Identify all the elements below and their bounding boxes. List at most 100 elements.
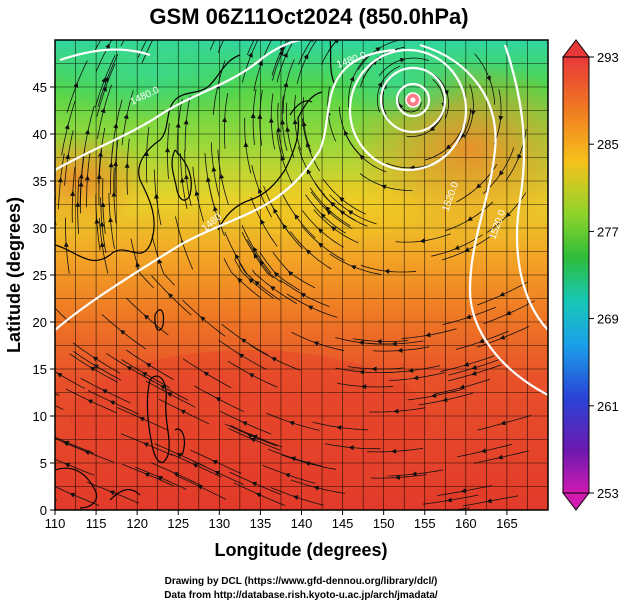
streamline-arrowhead [123, 113, 129, 120]
streamline-arrowhead [135, 261, 141, 268]
x-tick-label: 165 [496, 516, 518, 531]
streamline-arrowhead [101, 389, 108, 394]
streamline-arrowhead [183, 119, 189, 125]
streamline-arrowhead [293, 495, 299, 500]
streamline-arrowhead [253, 246, 258, 253]
streamline [209, 40, 216, 51]
streamline-arrowhead [105, 43, 110, 49]
streamline-arrowhead [497, 454, 503, 460]
streamline-arrowhead [465, 314, 472, 320]
streamline-arrowhead [358, 340, 365, 346]
streamline-arrowhead [250, 113, 256, 119]
streamline [120, 40, 125, 47]
streamline-arrowhead [276, 126, 282, 132]
streamline-arrowhead [486, 75, 491, 82]
credit-drawing: Drawing by DCL (https://www.gfd-dennou.o… [165, 576, 438, 587]
streamline-arrowhead [442, 397, 448, 403]
streamline-arrowhead [349, 76, 355, 82]
streamline-arrowhead [173, 472, 179, 477]
colorbar-bottom-arrow [561, 492, 591, 511]
streamline-arrowhead [92, 356, 99, 362]
colorbar-tick-label: 277 [597, 224, 619, 239]
streamline-arrowhead [384, 269, 390, 274]
streamline-arrowhead [270, 285, 276, 291]
streamline-arrowhead [476, 183, 482, 189]
streamline-arrowhead [176, 453, 183, 458]
x-tick-label: 135 [250, 516, 272, 531]
streamline-arrowhead [94, 218, 100, 224]
y-axis-label: Latitude (degrees) [4, 197, 24, 353]
streamline-arrowhead [336, 425, 342, 431]
streamline-arrowhead [446, 497, 452, 503]
streamline-arrowhead [200, 316, 206, 322]
streamline-arrowhead [393, 408, 399, 414]
streamline-arrowhead [65, 153, 71, 160]
streamline-arrowhead [96, 173, 102, 179]
colorbar-ticks: 293 285 277 269 261 253 [589, 50, 619, 501]
streamline-arrowhead [285, 126, 291, 132]
streamline-arrowhead [339, 196, 345, 202]
streamline-arrowhead [184, 174, 189, 180]
streamline [141, 40, 154, 64]
y-tick-label: 25 [33, 268, 47, 283]
streamline-arrowhead [97, 151, 103, 157]
streamline-arrowhead [398, 103, 404, 109]
streamline-arrowhead [283, 81, 289, 88]
colorbar-tick-label: 253 [597, 486, 619, 501]
streamline-arrowhead [294, 214, 300, 220]
streamline-arrowhead [250, 437, 256, 443]
streamline-arrowhead [203, 371, 209, 377]
streamline-arrowhead [391, 341, 397, 347]
streamline-arrowhead [331, 226, 337, 232]
streamline [298, 40, 313, 65]
y-tick-label: 30 [33, 221, 47, 236]
streamline-arrowhead [32, 379, 38, 384]
streamline-arrowhead [157, 258, 163, 264]
y-tick-label: 45 [33, 80, 47, 95]
streamline-arrowhead [160, 385, 166, 390]
streamline-arrowhead [139, 417, 145, 422]
y-tick-label: 15 [33, 362, 47, 377]
streamline-arrowhead [64, 463, 71, 468]
streamline-arrowhead [303, 53, 309, 60]
streamline-arrowhead [348, 445, 354, 451]
streamline-arrowhead [431, 393, 437, 398]
streamline-arrowhead [70, 190, 76, 196]
streamline [55, 307, 70, 323]
x-axis-label: Longitude (degrees) [214, 540, 387, 560]
streamline-arrowhead [144, 472, 150, 478]
streamline-arrowhead [391, 448, 397, 454]
streamline-arrowhead [248, 373, 255, 378]
temperature-field [55, 40, 548, 510]
streamline-arrowhead [248, 278, 254, 284]
colorbar-gradient [562, 56, 590, 494]
streamline [55, 498, 57, 501]
streamline-arrowhead [165, 147, 170, 153]
streamline-arrowhead [361, 384, 367, 390]
streamline-arrowhead [397, 347, 403, 353]
streamline-arrowhead [478, 338, 485, 344]
streamline-arrowhead [251, 481, 258, 487]
streamline-arrowhead [28, 486, 34, 491]
streamline-arrowhead [288, 270, 294, 276]
streamline-arrowhead [343, 130, 349, 136]
streamline-arrowhead [107, 22, 112, 28]
streamline-arrowhead [252, 434, 258, 440]
streamline-arrowhead [486, 498, 492, 504]
streamline-arrowhead [100, 241, 105, 248]
colorbar-tick-label: 269 [597, 312, 619, 327]
streamline-arrowhead [148, 29, 153, 35]
streamline-arrowhead [313, 485, 320, 491]
streamline-arrowhead [307, 305, 314, 311]
streamline-arrowhead [142, 372, 148, 377]
streamline-arrowhead [109, 400, 116, 406]
x-tick-label: 160 [455, 516, 477, 531]
streamline-arrowhead [480, 448, 487, 454]
streamline-arrowhead [259, 260, 265, 266]
streamline-arrowhead [214, 470, 221, 476]
streamline-arrowhead [57, 372, 63, 378]
streamline-arrowhead [235, 253, 240, 260]
streamline-arrowhead [498, 115, 504, 122]
streamline-arrowhead [499, 334, 506, 340]
